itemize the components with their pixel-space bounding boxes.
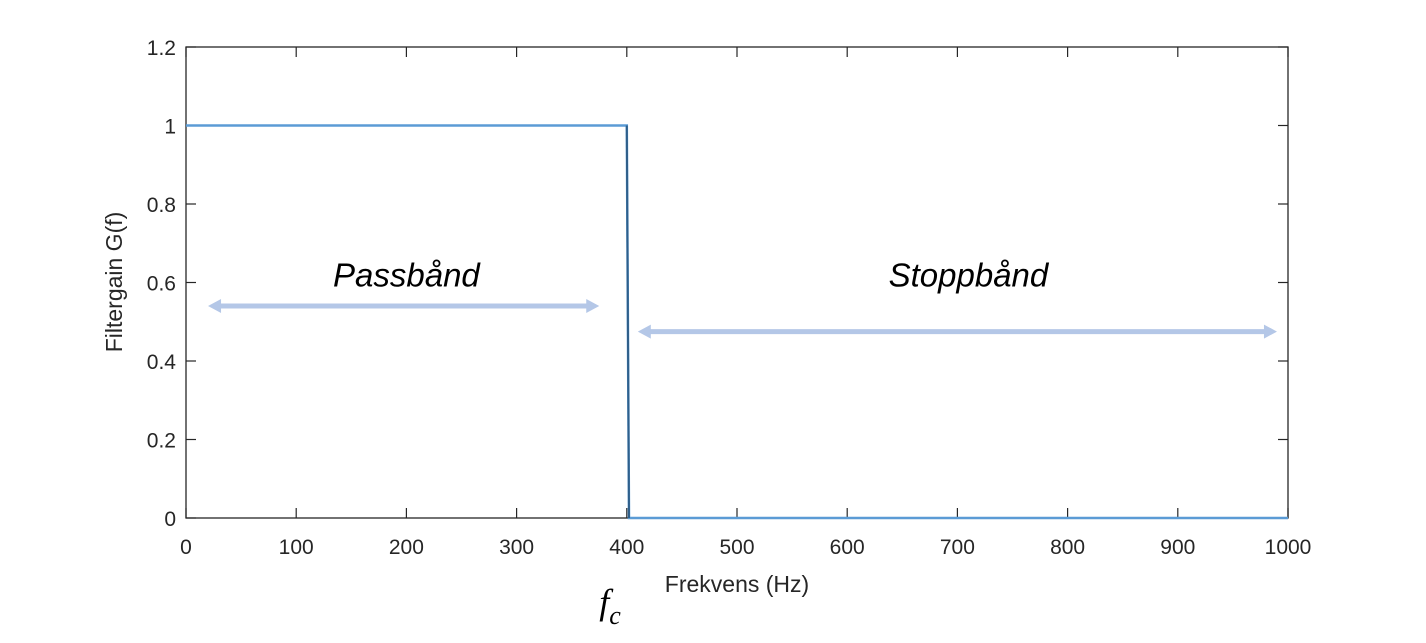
band-arrow: [208, 299, 600, 314]
cutoff-frequency-label: fc: [599, 582, 621, 630]
y-tick-label: 1: [164, 116, 176, 139]
band-labels: Passbånd Stoppbånd: [333, 257, 1050, 294]
x-tick-label: 300: [499, 536, 534, 559]
band-arrows: [208, 299, 1277, 339]
x-tick-label: 900: [1160, 536, 1195, 559]
band-label: Stoppbånd: [889, 257, 1050, 294]
band-arrow: [637, 324, 1277, 339]
y-tick-label: 0: [164, 508, 176, 531]
x-tick-label: 700: [940, 536, 975, 559]
arrow-head-right: [586, 299, 600, 314]
x-tick-label: 0: [180, 536, 192, 559]
x-tick-label: 200: [389, 536, 424, 559]
x-tick-label: 500: [719, 536, 754, 559]
x-axis: 0 100 200 300 400 500 600 700 800 900 1000: [180, 47, 1311, 559]
x-tick-label: 600: [830, 536, 865, 559]
x-tick-label: 100: [279, 536, 314, 559]
y-axis-label: Filtergain G(f): [101, 212, 127, 353]
plot-area: [186, 124, 1288, 520]
cutoff-frequency-subscript: c: [609, 601, 621, 630]
y-tick-label: 0.2: [147, 430, 176, 453]
arrow-head-right: [1263, 324, 1277, 339]
x-tick-label: 1000: [1265, 536, 1312, 559]
cutoff-edge: [625, 125, 631, 519]
arrow-head-left: [637, 324, 651, 339]
gain-line: [186, 124, 1288, 520]
arrow-head-left: [208, 299, 222, 314]
band-label: Passbånd: [333, 257, 481, 294]
y-axis: 0 0.2 0.4 0.6 0.8 1 1.2: [147, 37, 1288, 531]
y-tick-label: 0.8: [147, 194, 176, 217]
y-tick-label: 0.4: [147, 351, 177, 374]
x-axis-label: Frekvens (Hz): [665, 571, 809, 597]
y-tick-label: 0.6: [147, 273, 176, 296]
x-tick-label: 800: [1050, 536, 1085, 559]
y-tick-label: 1.2: [147, 37, 176, 60]
x-tick-label: 400: [609, 536, 644, 559]
